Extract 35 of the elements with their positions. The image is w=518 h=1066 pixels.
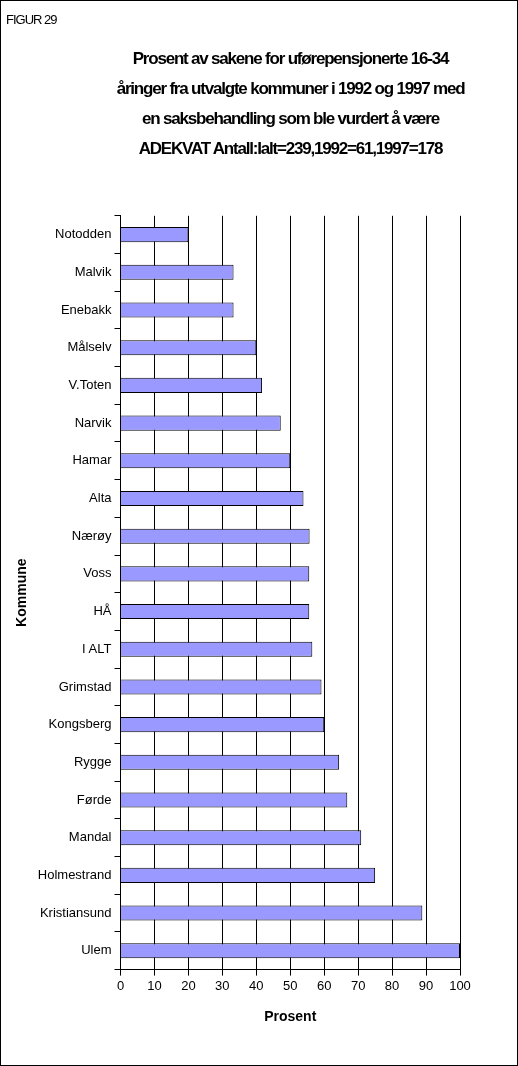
x-tick-label: 0 [116, 977, 125, 993]
y-tick-label: HÅ [93, 603, 112, 619]
y-tick-label: Narvik [74, 414, 112, 430]
x-tick-label: 20 [181, 977, 196, 993]
x-tick-label: 50 [283, 977, 298, 993]
y-tick-label: Notodden [55, 226, 112, 242]
x-tick-label: 10 [147, 977, 162, 993]
y-tick-label: Ulem [81, 942, 112, 958]
chart-title: Prosent av sakene for uførepensjonerte 16-34 åringer fra utvalgte kommuner i 1992 og 1997 med en saksbehandling som ble vurdert å være ADEKVAT Antall:Ialt=239,1992=61,1997=178 [115, 48, 466, 160]
y-tick-label: Holmestrand [37, 866, 112, 882]
x-tick-label: 70 [350, 977, 366, 993]
x-tick-label: 90 [418, 977, 434, 993]
y-tick-label: Voss [83, 565, 112, 581]
y-tick-label: Målselv [67, 339, 112, 355]
y-axis-title: Kommune [13, 558, 30, 627]
y-tick-label: V.Toten [68, 376, 112, 392]
y-tick-label: Kristiansund [39, 904, 112, 920]
x-tick-label: 40 [249, 977, 264, 993]
x-axis-title: Prosent [264, 1008, 317, 1025]
text: FIGUR 29 [6, 12, 57, 27]
y-tick-label: Førde [76, 791, 112, 807]
x-tick-label: 30 [215, 977, 230, 993]
y-tick-label: Malvik [74, 263, 112, 279]
x-tick-label: 80 [384, 977, 400, 993]
y-tick-label: Hamar [72, 452, 113, 468]
y-tick-label: Alta [89, 490, 113, 506]
y-tick-label: Rygge [73, 753, 112, 769]
y-tick-label: Enebakk [60, 301, 112, 317]
y-tick-label: Grimstad [58, 678, 112, 694]
x-tick-label: 100 [449, 977, 471, 993]
y-tick-label: I ALT [82, 640, 112, 656]
x-tick-label: 60 [316, 977, 332, 993]
y-tick-label: Kongsberg [48, 716, 112, 732]
y-tick-label: Nærøy [71, 527, 112, 543]
y-tick-label: Mandal [68, 829, 112, 845]
